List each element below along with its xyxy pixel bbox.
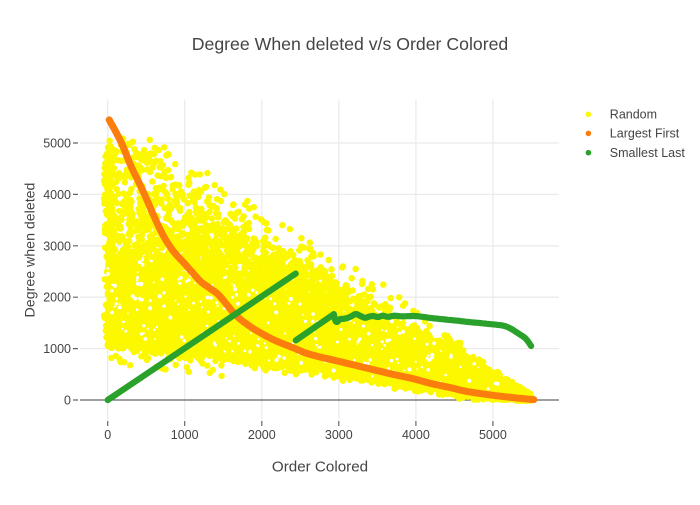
svg-text:3000: 3000 bbox=[325, 428, 353, 442]
svg-text:3000: 3000 bbox=[43, 239, 71, 253]
svg-text:Smallest Last: Smallest Last bbox=[610, 146, 686, 160]
svg-text:Degree when deleted: Degree when deleted bbox=[23, 183, 39, 318]
svg-text:Order Colored: Order Colored bbox=[272, 458, 368, 475]
svg-text:2000: 2000 bbox=[248, 428, 276, 442]
svg-text:0: 0 bbox=[64, 394, 71, 408]
svg-text:Largest First: Largest First bbox=[610, 127, 680, 141]
svg-text:5000: 5000 bbox=[479, 428, 507, 442]
svg-text:4000: 4000 bbox=[402, 428, 430, 442]
svg-text:1000: 1000 bbox=[43, 342, 71, 356]
svg-text:Degree When deleted v/s Order: Degree When deleted v/s Order Colored bbox=[192, 34, 509, 54]
svg-text:1000: 1000 bbox=[171, 428, 199, 442]
svg-text:4000: 4000 bbox=[43, 188, 71, 202]
svg-text:5000: 5000 bbox=[43, 137, 71, 151]
svg-text:Random: Random bbox=[610, 108, 657, 122]
svg-text:0: 0 bbox=[104, 428, 111, 442]
svg-text:2000: 2000 bbox=[43, 291, 71, 305]
